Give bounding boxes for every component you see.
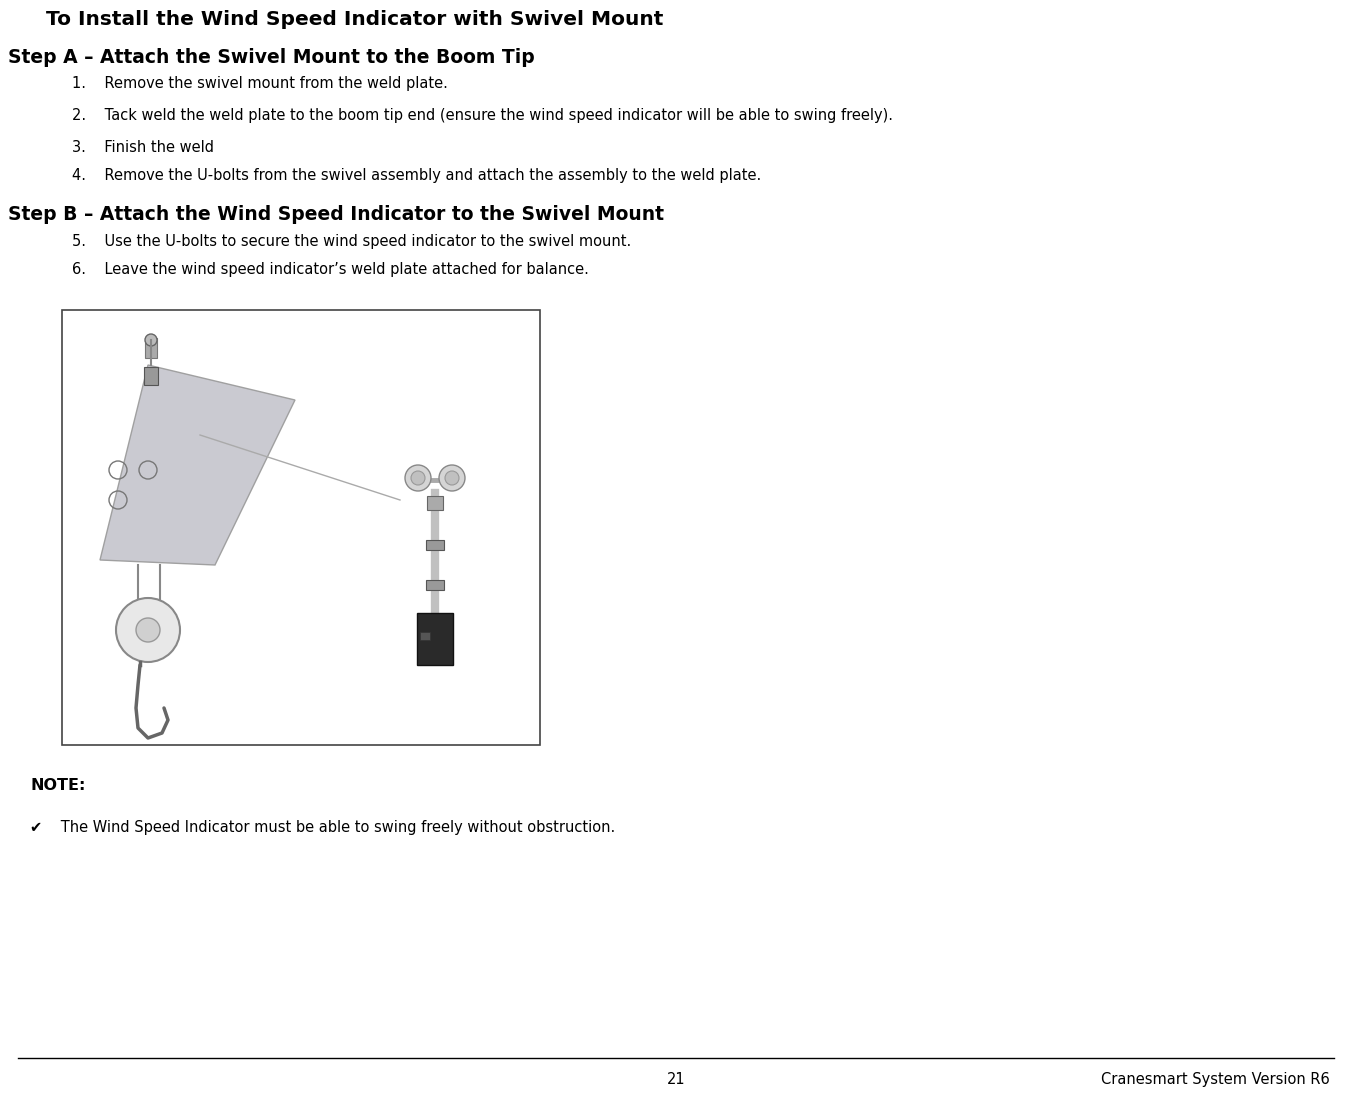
Bar xyxy=(426,580,443,590)
Circle shape xyxy=(145,334,157,346)
Circle shape xyxy=(411,471,425,486)
Bar xyxy=(416,613,453,665)
Polygon shape xyxy=(100,366,295,565)
Text: 1.    Remove the swivel mount from the weld plate.: 1. Remove the swivel mount from the weld… xyxy=(72,76,448,91)
Bar xyxy=(145,367,158,386)
Circle shape xyxy=(445,471,458,486)
Circle shape xyxy=(137,618,160,642)
Bar xyxy=(62,310,539,745)
Circle shape xyxy=(116,598,180,662)
Text: 4.    Remove the U-bolts from the swivel assembly and attach the assembly to the: 4. Remove the U-bolts from the swivel as… xyxy=(72,168,761,183)
Bar xyxy=(145,338,157,358)
Text: 2.    Tack weld the weld plate to the boom tip end (ensure the wind speed indica: 2. Tack weld the weld plate to the boom … xyxy=(72,108,894,123)
Text: 3.    Finish the weld: 3. Finish the weld xyxy=(72,140,214,156)
Text: ✔    The Wind Speed Indicator must be able to swing freely without obstruction.: ✔ The Wind Speed Indicator must be able … xyxy=(30,820,615,835)
Text: Step A – Attach the Swivel Mount to the Boom Tip: Step A – Attach the Swivel Mount to the … xyxy=(8,48,535,67)
Text: Step B – Attach the Wind Speed Indicator to the Swivel Mount: Step B – Attach the Wind Speed Indicator… xyxy=(8,206,664,224)
Bar xyxy=(426,540,443,550)
Text: 6.    Leave the wind speed indicator’s weld plate attached for balance.: 6. Leave the wind speed indicator’s weld… xyxy=(72,262,589,277)
Text: Cranesmart System Version R6: Cranesmart System Version R6 xyxy=(1102,1072,1330,1087)
Circle shape xyxy=(406,466,431,491)
Text: 21: 21 xyxy=(667,1072,685,1087)
Bar xyxy=(427,496,443,510)
Text: To Install the Wind Speed Indicator with Swivel Mount: To Install the Wind Speed Indicator with… xyxy=(24,10,664,29)
Bar xyxy=(420,632,430,640)
Text: 5.    Use the U-bolts to secure the wind speed indicator to the swivel mount.: 5. Use the U-bolts to secure the wind sp… xyxy=(72,234,631,249)
Text: NOTE:: NOTE: xyxy=(30,778,85,793)
Circle shape xyxy=(439,466,465,491)
